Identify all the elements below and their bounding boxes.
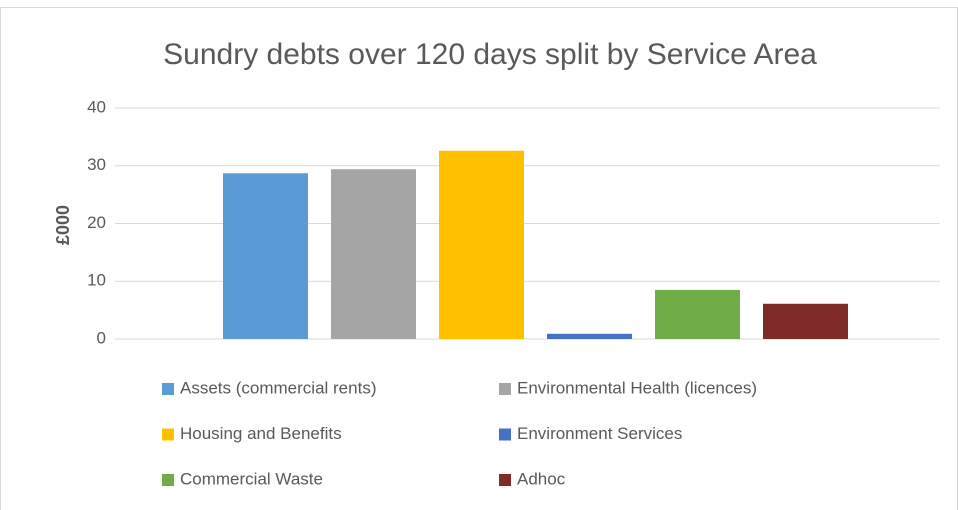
chart-title: Sundry debts over 120 days split by Serv…	[163, 38, 817, 71]
legend-label: Adhoc	[517, 469, 566, 488]
legend-swatch	[499, 383, 511, 395]
legend-label: Housing and Benefits	[180, 424, 342, 443]
bar	[439, 150, 524, 339]
legend-swatch	[499, 474, 511, 486]
bar	[655, 289, 740, 339]
bar	[547, 333, 632, 339]
legend-label: Commercial Waste	[180, 469, 323, 488]
bar	[331, 169, 416, 339]
legend-swatch	[162, 383, 174, 395]
y-tick-label: 20	[87, 213, 106, 232]
y-tick-label: 0	[97, 328, 106, 347]
legend-swatch	[162, 428, 174, 441]
y-tick-label: 40	[87, 97, 106, 116]
y-tick-label: 30	[87, 155, 106, 174]
legend-label: Environment Services	[517, 424, 682, 443]
bar	[223, 173, 308, 339]
legend-swatch	[162, 474, 174, 486]
legend-label: Environmental Health (licences)	[517, 378, 757, 397]
bar	[763, 303, 848, 339]
legend-label: Assets (commercial rents)	[180, 378, 376, 397]
y-axis-label: £000	[53, 205, 73, 245]
y-tick-label: 10	[87, 271, 106, 290]
legend-swatch	[499, 428, 511, 441]
